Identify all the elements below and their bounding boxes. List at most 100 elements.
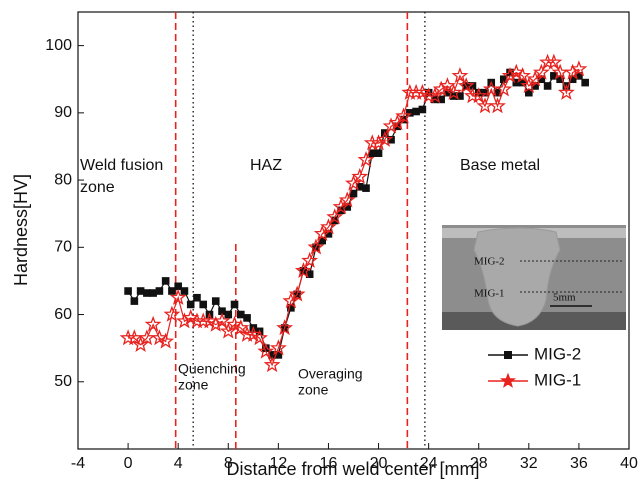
data-point [387,135,395,144]
y-tick-label: 50 [54,373,72,390]
data-point [456,92,464,100]
data-point [489,97,506,114]
data-point [157,332,175,349]
x-tick-label: 8 [224,455,233,472]
x-tick-label: 24 [420,455,438,472]
data-point [418,105,427,114]
y-tick-label: 100 [45,37,72,54]
data-point [443,88,452,97]
x-tick-label: 20 [370,455,388,472]
data-point [320,218,337,235]
data-point [274,351,283,359]
data-point [243,314,251,322]
data-point [370,134,387,151]
data-point [438,77,456,94]
data-point [207,315,225,332]
data-point [357,151,375,168]
data-point [301,251,319,268]
data-point [493,88,502,97]
data-point [155,287,164,295]
data-point [163,305,181,322]
x-tick-label: 28 [470,455,488,472]
data-point [437,95,445,104]
x-tick-label: 16 [320,455,338,472]
data-point [382,117,400,134]
zone-label: HAZ [250,157,282,174]
data-point [318,236,326,245]
zone-label: Quenching [178,361,246,377]
legend-marker [504,351,512,359]
data-point [550,72,558,80]
data-point [575,72,583,80]
data-point [268,351,276,359]
data-point [545,53,563,70]
data-point [276,319,294,336]
data-point [338,191,356,208]
data-point [514,67,531,84]
inset-label: MIG-1 [474,288,505,300]
x-tick-label: 32 [520,455,538,472]
data-point [556,75,564,84]
data-point [136,287,145,295]
data-point [368,149,377,157]
data-point [376,130,394,147]
data-point [512,78,521,87]
zone-label: Weld fusion [80,157,163,174]
data-point [213,312,231,329]
data-point [307,238,325,255]
data-point [570,60,588,77]
data-point [269,339,287,356]
legend-label: MIG-1 [534,370,581,389]
plot-frame [77,11,630,450]
data-point [355,183,364,191]
data-point [349,189,358,198]
data-point [186,300,195,309]
data-point [374,149,383,157]
legend-entry: MIG-1 [488,370,581,389]
x-tick-label: 0 [124,455,133,472]
data-point [499,75,508,84]
data-point [288,285,306,302]
data-point [581,78,589,87]
y-tick-label: 80 [54,171,72,188]
legend-entry: MIG-2 [488,344,581,363]
data-point [324,230,333,238]
data-point [169,288,187,305]
data-point [518,78,527,87]
data-point [406,109,414,117]
x-tick-label: 12 [269,455,287,472]
inset-label: MIG-2 [474,256,505,268]
data-point [244,325,262,342]
data-point [557,83,575,100]
data-point [143,289,151,297]
zone-label: Overaging [298,366,363,382]
data-point [470,87,488,104]
zone-label: Base metal [460,157,540,174]
series-line [128,61,580,367]
data-point [343,203,352,211]
data-point [507,63,525,80]
x-tick-label: -4 [71,455,85,472]
data-point [537,75,546,84]
data-point [413,83,431,100]
data-point [351,167,369,184]
data-point [150,329,168,346]
data-point [257,342,275,359]
data-point [457,77,475,94]
data-point [525,88,533,97]
y-axis-title: Hardness[HV] [11,174,31,286]
data-point [130,297,139,305]
data-point [451,67,469,84]
data-point [232,319,250,336]
x-axis-title: Distance from weld center [mm] [226,459,479,479]
x-tick-label: 36 [570,455,588,472]
data-point [395,107,413,124]
inset-label: 5mm [553,292,576,304]
data-point [495,80,513,97]
data-point [174,282,182,291]
data-point [180,287,189,295]
data-point [531,82,539,90]
data-point [218,307,226,315]
data-point [564,63,582,80]
